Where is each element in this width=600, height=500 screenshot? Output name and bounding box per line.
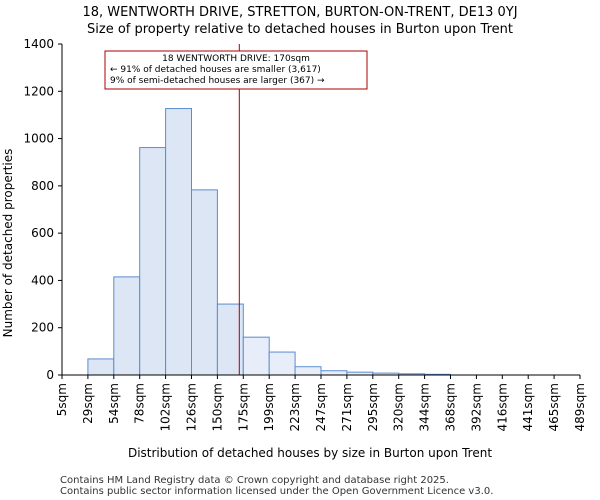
x-tick-label-465sqm: 465sqm [547, 383, 561, 431]
y-tick-label-1400: 1400 [23, 37, 54, 51]
bar-126sqm [191, 189, 218, 376]
x-tick-label-199sqm: 199sqm [262, 383, 276, 431]
x-tick-label-368sqm: 368sqm [444, 383, 458, 431]
y-tick-label-1000: 1000 [23, 132, 54, 146]
bar-199sqm [268, 351, 296, 376]
y-tick-label-1200: 1200 [23, 84, 54, 98]
bar-175sqm [242, 336, 270, 376]
x-tick-label-271sqm: 271sqm [340, 383, 354, 431]
x-tick-label-29sqm: 29sqm [81, 383, 95, 424]
x-tick-label-416sqm: 416sqm [495, 383, 509, 431]
annotation-line-1: 18 WENTWORTH DRIVE: 170sqm [162, 54, 310, 64]
annotation-box [104, 50, 368, 90]
x-tick-label-392sqm: 392sqm [469, 383, 483, 431]
footer-line-1: Contains HM Land Registry data © Crown c… [60, 475, 449, 486]
x-tick-label-78sqm: 78sqm [133, 383, 147, 424]
x-axis-label: Distribution of detached houses by size … [128, 446, 492, 460]
bar-78sqm [139, 147, 167, 376]
bar-102sqm [165, 108, 193, 376]
bar-29sqm [87, 358, 115, 376]
annotation-line-2: ← 91% of detached houses are smaller (3,… [110, 65, 321, 75]
x-tick-label-126sqm: 126sqm [185, 383, 199, 431]
y-axis-label: Number of detached properties [1, 149, 15, 338]
x-tick-label-489sqm: 489sqm [573, 383, 587, 431]
bar-54sqm [113, 276, 141, 376]
plot-area: 0 200 400 600 800 1000 1200 1400 5sqm 29sqm 54sqm 7… [23, 37, 587, 431]
chart-title: 18, WENTWORTH DRIVE, STRETTON, BURTON-ON… [82, 5, 517, 20]
y-tick-label-800: 800 [31, 179, 54, 193]
annotation-line-3: 9% of semi-detached houses are larger (3… [110, 76, 325, 86]
x-tick-label-295sqm: 295sqm [366, 383, 380, 431]
x-tick-label-247sqm: 247sqm [314, 383, 328, 431]
x-tick-label-150sqm: 150sqm [210, 383, 224, 431]
x-tick-label-223sqm: 223sqm [288, 383, 302, 431]
y-tick-label-200: 200 [31, 321, 54, 335]
bar-247sqm [320, 370, 348, 376]
x-tick-label-320sqm: 320sqm [392, 383, 406, 431]
x-tick-label-441sqm: 441sqm [521, 383, 535, 431]
y-tick-label-0: 0 [46, 368, 54, 382]
footer-line-2: Contains public sector information licen… [60, 486, 493, 497]
bar-223sqm [294, 366, 322, 376]
x-tick-label-102sqm: 102sqm [159, 383, 173, 431]
x-tick-label-54sqm: 54sqm [107, 383, 121, 424]
x-tick-label-175sqm: 175sqm [236, 383, 250, 431]
y-tick-label-400: 400 [31, 273, 54, 287]
x-tick-label-344sqm: 344sqm [418, 383, 432, 431]
x-tick-label-5sqm: 5sqm [55, 383, 69, 416]
y-tick-label-600: 600 [31, 226, 54, 240]
chart-subtitle: Size of property relative to detached ho… [87, 22, 513, 37]
